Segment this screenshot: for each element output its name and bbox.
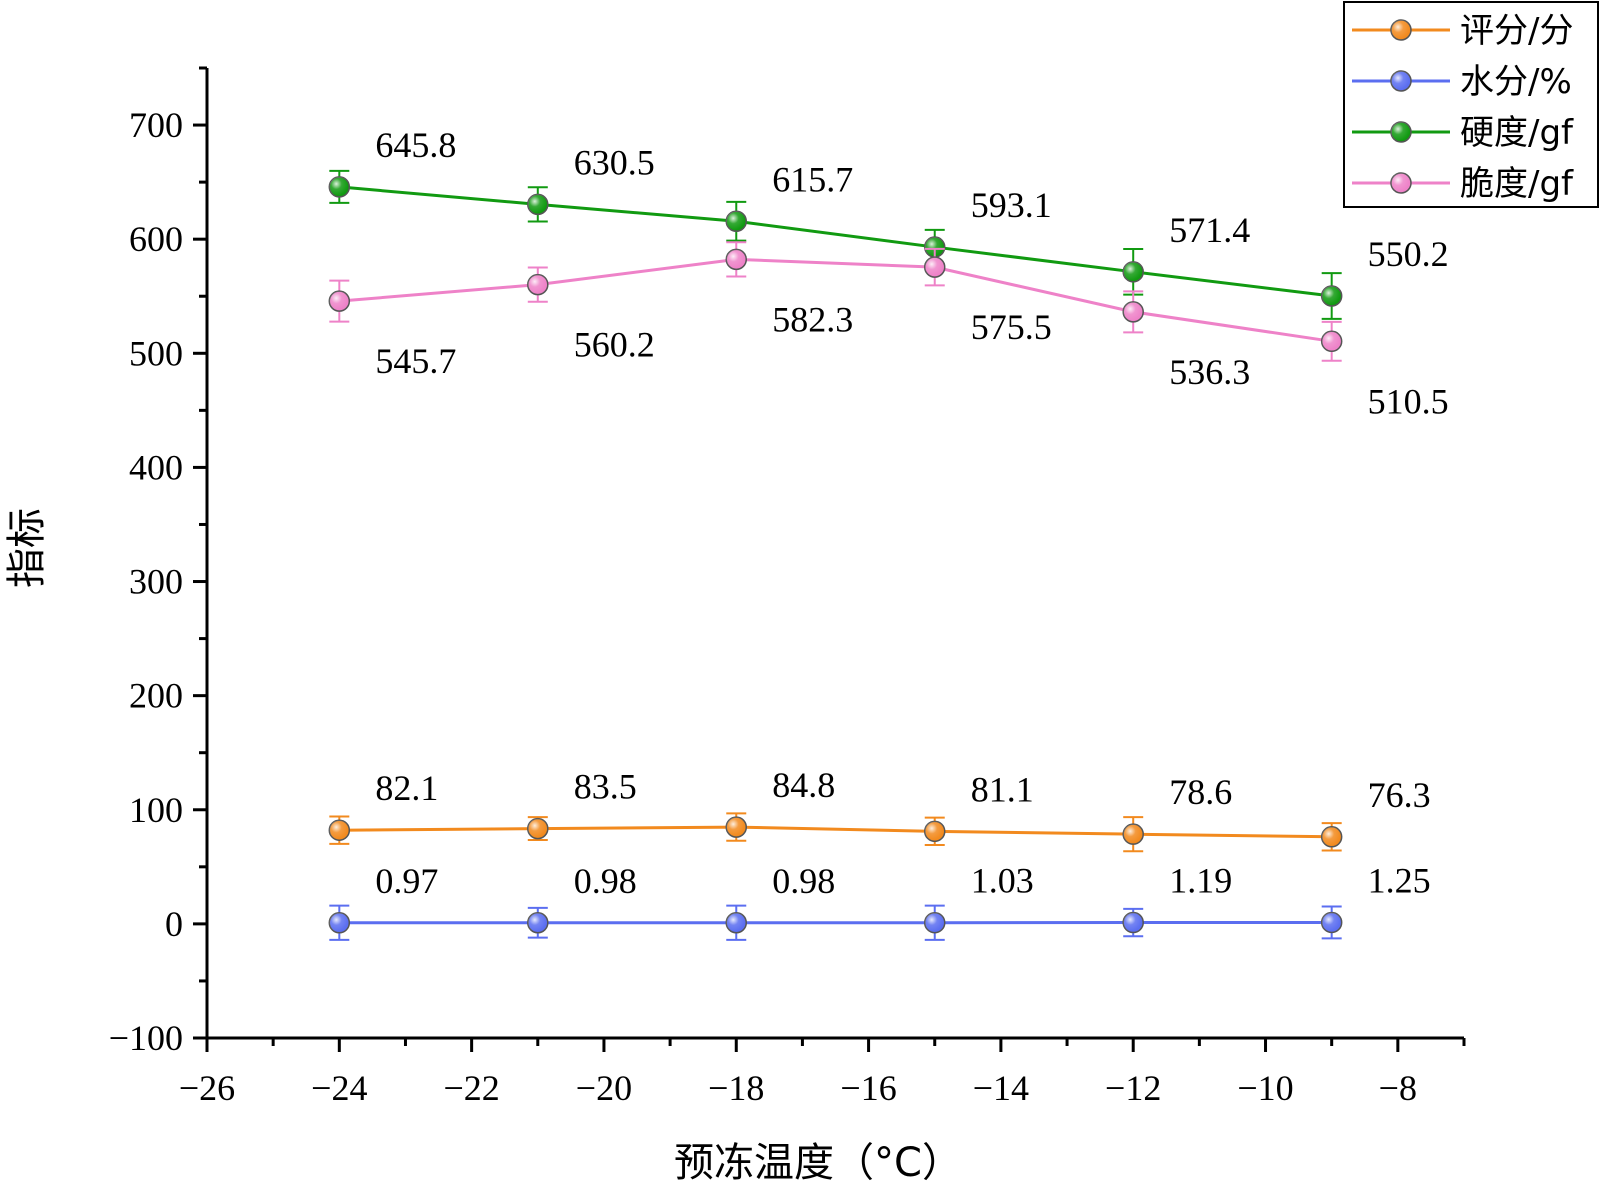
- legend-item: 脆度/gf: [1352, 164, 1574, 204]
- data-label: 81.1: [971, 769, 1034, 809]
- data-point-highlight: [726, 249, 747, 270]
- x-tick-label: −18: [708, 1068, 764, 1108]
- y-tick-label: −100: [109, 1018, 183, 1058]
- y-tick-label: 200: [129, 676, 183, 716]
- data-point-highlight: [527, 912, 548, 933]
- data-label: 575.5: [971, 307, 1052, 347]
- data-point-highlight: [1123, 912, 1144, 933]
- series-2: 645.8 630.5 615.7 593.1 571.4 550.2: [328, 125, 1449, 320]
- x-tick-label: −12: [1105, 1068, 1161, 1108]
- x-tick-label: −20: [576, 1068, 632, 1108]
- y-tick-label: 0: [165, 904, 183, 944]
- legend: 评分/分水分/% 硬度/gf 脆度/gf: [1343, 1, 1599, 208]
- data-label: 545.7: [375, 341, 456, 381]
- data-label: 76.3: [1368, 775, 1431, 815]
- data-point-highlight: [527, 818, 548, 839]
- y-tick-label: 100: [129, 790, 183, 830]
- data-label: 83.5: [574, 767, 637, 807]
- x-tick-label: −22: [443, 1068, 499, 1108]
- y-tick-label: 400: [129, 447, 183, 487]
- data-label: 0.97: [375, 861, 438, 901]
- y-tick-label: 500: [129, 333, 183, 373]
- series-line: [339, 257, 1332, 343]
- data-label: 1.03: [971, 861, 1034, 901]
- y-tick-label: 600: [129, 219, 183, 259]
- series-0: 82.1 83.5 84.8 81.1 78.6 76.3: [328, 765, 1431, 853]
- data-label: 0.98: [772, 861, 835, 901]
- x-tick-label: −24: [311, 1068, 367, 1108]
- legend-label: 评分/分: [1460, 11, 1573, 51]
- x-axis-title: 预冻温度（°C）: [674, 1140, 962, 1186]
- data-point-highlight: [329, 820, 350, 841]
- data-label: 593.1: [971, 185, 1052, 225]
- data-label: 571.4: [1169, 210, 1250, 250]
- axes: −26 −24 −22 −20 −18 −16 −14 −12 −10 −8 −100 0 100 200…: [109, 66, 1466, 1108]
- legend-item: 评分/分: [1352, 11, 1573, 51]
- data-label: 536.3: [1169, 352, 1250, 392]
- series-3: 545.7 560.2 582.3 575.5 536.3 510.5: [328, 241, 1449, 421]
- x-tick-label: −16: [840, 1068, 896, 1108]
- x-tick-label: −8: [1379, 1068, 1417, 1108]
- data-point-highlight: [1321, 331, 1342, 352]
- legend-marker-highlight: [1391, 20, 1411, 40]
- data-point-highlight: [924, 257, 945, 278]
- legend-label: 脆度/gf: [1460, 164, 1574, 204]
- data-point-highlight: [329, 912, 350, 933]
- y-tick-label: 300: [129, 562, 183, 602]
- data-point-highlight: [1321, 912, 1342, 933]
- data-label: 630.5: [574, 142, 655, 182]
- data-label: 1.19: [1169, 861, 1232, 901]
- data-label: 1.25: [1368, 860, 1431, 900]
- x-tick-label: −26: [179, 1068, 235, 1108]
- data-point-highlight: [1123, 824, 1144, 845]
- series-1: 0.97 0.98 0.98 1.03 1.19 1.25: [328, 860, 1431, 941]
- data-point-highlight: [924, 821, 945, 842]
- data-label: 550.2: [1368, 234, 1449, 274]
- y-tick-label: 700: [129, 105, 183, 145]
- data-point-highlight: [726, 912, 747, 933]
- x-tick-label: −14: [973, 1068, 1029, 1108]
- data-point-highlight: [726, 817, 747, 838]
- data-point-highlight: [1321, 286, 1342, 307]
- data-label: 582.3: [772, 299, 853, 339]
- legend-item: 水分/%: [1352, 62, 1572, 102]
- data-point-highlight: [527, 274, 548, 295]
- data-point-highlight: [527, 194, 548, 215]
- legend-label: 水分/%: [1460, 62, 1572, 102]
- data-label: 645.8: [375, 125, 456, 165]
- legend-label: 硬度/gf: [1460, 113, 1574, 153]
- series-line: [339, 825, 1332, 839]
- legend-marker-highlight: [1391, 71, 1411, 91]
- data-label: 615.7: [772, 159, 853, 199]
- y-axis-title: 指标: [4, 508, 50, 588]
- plot-area: 82.1 83.5 84.8 81.1 78.6 76.3 0.97 0.98 0.98 1.03…: [328, 125, 1449, 941]
- data-point-highlight: [924, 237, 945, 258]
- data-point-highlight: [924, 912, 945, 933]
- data-point-highlight: [726, 211, 747, 232]
- legend-item: 硬度/gf: [1352, 113, 1574, 153]
- data-point-highlight: [1123, 301, 1144, 322]
- data-label: 82.1: [375, 768, 438, 808]
- data-label: 0.98: [574, 861, 637, 901]
- data-label: 510.5: [1368, 381, 1449, 421]
- data-label: 560.2: [574, 325, 655, 365]
- data-point-highlight: [329, 176, 350, 197]
- legend-marker-highlight: [1391, 173, 1411, 193]
- data-point-highlight: [1123, 261, 1144, 282]
- x-tick-label: −10: [1237, 1068, 1293, 1108]
- data-label: 84.8: [772, 765, 835, 805]
- data-point-highlight: [1321, 826, 1342, 847]
- data-point-highlight: [329, 291, 350, 312]
- data-label: 78.6: [1169, 772, 1232, 812]
- legend-box: [1343, 1, 1599, 208]
- legend-marker-highlight: [1391, 122, 1411, 142]
- series-line: [339, 185, 1332, 298]
